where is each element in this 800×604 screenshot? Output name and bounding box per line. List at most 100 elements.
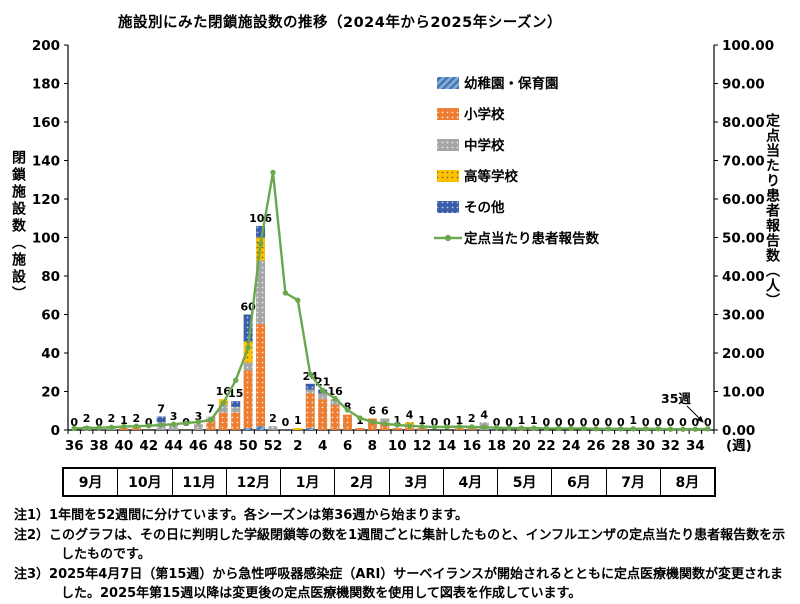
left-tick-label: 120 bbox=[32, 192, 60, 208]
bar-total-label: 0 bbox=[580, 416, 588, 429]
bar-total-label: 6 bbox=[381, 404, 389, 417]
line-marker bbox=[83, 425, 90, 431]
legend-label: 定点当たり患者報告数 bbox=[464, 230, 599, 247]
month-cell: 8月 bbox=[659, 469, 714, 495]
bar-segment-小学校 bbox=[355, 428, 365, 430]
line-marker bbox=[108, 424, 115, 431]
x-tick-label: 12 bbox=[413, 438, 432, 454]
bar-segment-小学校 bbox=[231, 412, 241, 430]
line-marker bbox=[543, 425, 549, 432]
line-marker bbox=[233, 377, 239, 384]
line-marker bbox=[580, 425, 587, 432]
line-marker bbox=[382, 421, 388, 427]
right-tick-label: 80.00 bbox=[722, 115, 765, 131]
left-tick-label: 60 bbox=[41, 308, 60, 324]
month-cell: 4月 bbox=[442, 469, 497, 495]
bar-total-label: 0 bbox=[145, 416, 153, 429]
x-tick-label: 6 bbox=[343, 438, 352, 454]
line-marker bbox=[369, 419, 376, 425]
right-tick-label: 40.00 bbox=[722, 269, 765, 285]
x-tick-label: 50 bbox=[239, 438, 258, 454]
bar-segment-小学校 bbox=[330, 404, 340, 430]
x-tick-label: 8 bbox=[368, 438, 377, 454]
x-tick-label: 2 bbox=[293, 438, 302, 454]
left-tick-label: 40 bbox=[41, 346, 60, 362]
bar-total-label: 106 bbox=[249, 212, 272, 225]
line-marker bbox=[319, 387, 326, 394]
line-marker bbox=[469, 424, 475, 430]
bar-total-label: 1 bbox=[393, 414, 401, 427]
line-marker bbox=[71, 425, 77, 432]
bar-total-label: 0 bbox=[542, 416, 550, 429]
bar-total-label: 0 bbox=[505, 416, 513, 429]
bar-segment-小学校 bbox=[131, 428, 141, 430]
bar-segment-その他 bbox=[305, 383, 315, 390]
line-marker bbox=[667, 426, 674, 432]
line-marker bbox=[183, 420, 189, 426]
bar-total-label: 0 bbox=[642, 416, 650, 429]
bar-segment-幼稚園・保育園 bbox=[243, 428, 253, 430]
line-marker bbox=[680, 426, 686, 432]
line-marker bbox=[158, 422, 164, 428]
line-marker bbox=[282, 290, 289, 296]
legend-label: 中学校 bbox=[464, 137, 505, 154]
week35-annotation-arrow bbox=[686, 405, 704, 423]
bar-total-label: 4 bbox=[480, 408, 488, 421]
line-marker bbox=[419, 423, 425, 430]
line-marker bbox=[245, 344, 251, 351]
x-tick-label: 34 bbox=[686, 438, 705, 454]
bar-segment-幼稚園・保育園 bbox=[305, 428, 315, 430]
bar-total-label: 0 bbox=[605, 416, 613, 429]
left-tick-label: 0 bbox=[51, 423, 60, 439]
x-tick-label: 20 bbox=[512, 438, 531, 454]
legend-line-marker bbox=[444, 234, 452, 242]
bar-segment-中学校 bbox=[193, 424, 203, 430]
bar-segment-小学校 bbox=[343, 414, 353, 430]
legend-label: 幼稚園・保育園 bbox=[464, 75, 559, 92]
bar-total-label: 0 bbox=[704, 416, 712, 429]
bar-segment-小学校 bbox=[318, 399, 328, 430]
x-tick-label: 32 bbox=[661, 438, 680, 454]
right-tick-label: 50.00 bbox=[722, 231, 765, 247]
x-tick-label: 40 bbox=[115, 438, 134, 454]
line-marker bbox=[692, 426, 699, 432]
bars-layer: 0202120730371615601062012421168166141001… bbox=[70, 212, 712, 430]
bar-total-label: 0 bbox=[555, 416, 563, 429]
bar-total-label: 2 bbox=[108, 412, 116, 425]
closed-facilities-combo-chart: 0204060801001201401601802000.0010.0020.0… bbox=[32, 38, 774, 454]
month-cell: 6月 bbox=[551, 469, 605, 495]
bar-total-label: 1 bbox=[120, 414, 128, 427]
line-marker bbox=[605, 426, 612, 432]
right-tick-label: 90.00 bbox=[722, 77, 765, 93]
bar-segment-中学校 bbox=[256, 260, 266, 325]
line-marker bbox=[630, 426, 636, 432]
bar-total-label: 2 bbox=[132, 412, 140, 425]
line-marker bbox=[295, 297, 301, 303]
x-tick-label: 14 bbox=[438, 438, 457, 454]
bar-segment-その他 bbox=[156, 416, 166, 423]
footnotes: 注1）1年間を52週間に分けています。各シーズンは第36週から始まります。 注2… bbox=[14, 506, 794, 604]
legend-swatch-高等学校 bbox=[437, 170, 459, 182]
legend-swatch-小学校 bbox=[437, 108, 459, 120]
bar-segment-中学校 bbox=[330, 399, 340, 405]
month-cell: 2月 bbox=[334, 469, 388, 495]
bar-segment-高等学校 bbox=[293, 428, 303, 430]
x-tick-label: 26 bbox=[587, 438, 606, 454]
left-tick-label: 160 bbox=[32, 115, 60, 131]
month-cell: 3月 bbox=[388, 469, 443, 495]
x-tick-label: 38 bbox=[90, 438, 109, 454]
left-tick-label: 140 bbox=[32, 154, 60, 170]
bar-total-label: 1 bbox=[418, 414, 426, 427]
bar-total-label: 7 bbox=[157, 403, 165, 416]
right-tick-label: 30.00 bbox=[722, 308, 765, 324]
right-tick-label: 20.00 bbox=[722, 346, 765, 362]
line-marker bbox=[357, 415, 363, 421]
line-marker bbox=[531, 425, 537, 431]
bar-total-label: 8 bbox=[344, 401, 352, 414]
bar-segment-中学校 bbox=[169, 424, 179, 430]
bar-total-label: 2 bbox=[83, 412, 91, 425]
bar-total-label: 0 bbox=[654, 416, 662, 429]
month-cell: 1月 bbox=[280, 469, 334, 495]
legend-swatch-その他 bbox=[437, 201, 459, 213]
bar-total-label: 0 bbox=[282, 416, 290, 429]
